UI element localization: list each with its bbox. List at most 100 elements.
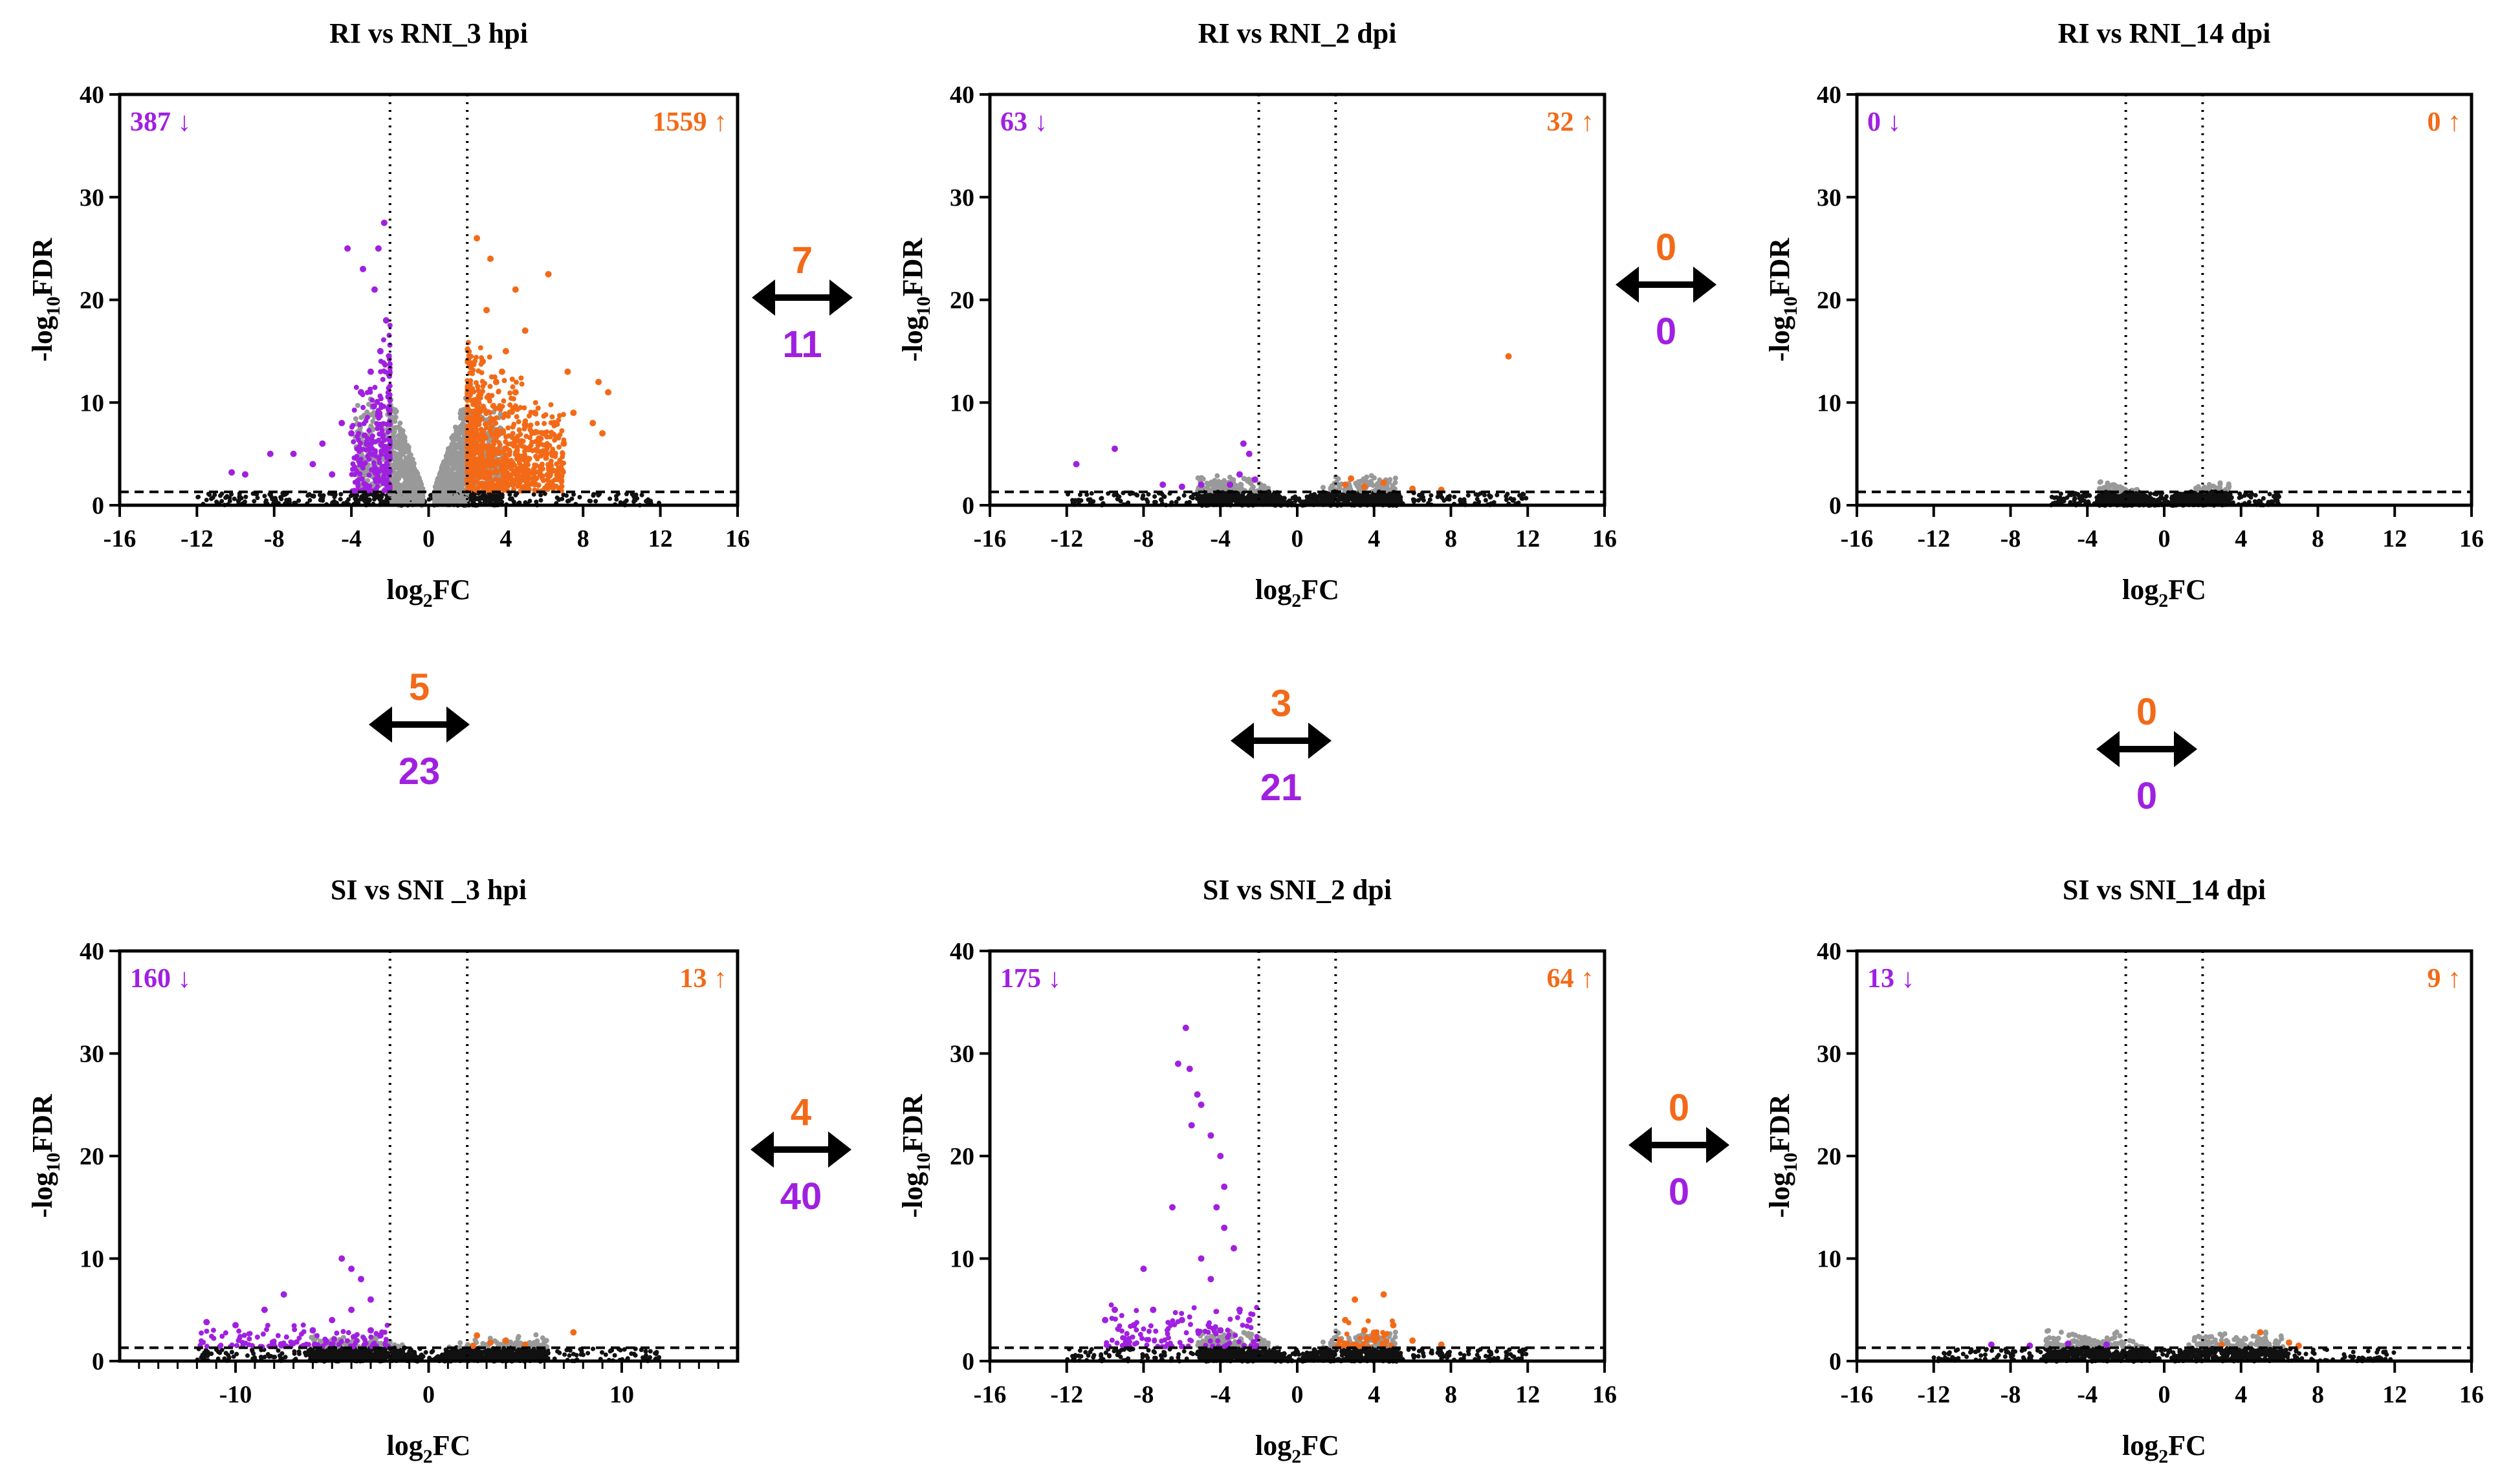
ns-point [395, 458, 400, 464]
down-point [1159, 481, 1167, 488]
up-cloud-point [501, 474, 507, 479]
ns-point [404, 446, 410, 452]
ns-point [618, 500, 623, 505]
down-point [375, 409, 382, 417]
ns-point [1145, 499, 1150, 505]
up-point [498, 368, 505, 375]
ns-point [411, 497, 417, 503]
ns-point [507, 492, 512, 497]
up-cloud-point [557, 432, 563, 438]
up-cloud-point [492, 483, 498, 488]
up-point [564, 368, 571, 375]
ns-point [358, 497, 363, 502]
ns-point [1293, 498, 1298, 503]
up-cloud-point [487, 482, 492, 488]
ns-point [1384, 485, 1390, 491]
up-point [545, 270, 552, 278]
x-label-sub: 2 [423, 590, 433, 611]
ns-point [397, 453, 403, 459]
background-points [1066, 473, 1529, 508]
y-tick-label: 0 [92, 492, 104, 519]
panel-title: RI vs RNI_3 hpi [329, 17, 528, 49]
up-cloud-point [503, 456, 509, 462]
ns-point [426, 497, 432, 502]
down-point [338, 420, 345, 426]
up-cloud-point [560, 451, 565, 457]
ns-point [1159, 497, 1164, 503]
up-cloud-point [501, 430, 507, 436]
ns-point [284, 497, 289, 503]
down-cloud-point [353, 488, 358, 494]
down-cloud-point [382, 466, 388, 472]
down-point [309, 461, 316, 468]
ns-point [483, 496, 488, 501]
up-cloud-point [474, 422, 480, 428]
ns-point [591, 492, 597, 497]
down-cloud-point [349, 466, 355, 472]
ns-point [219, 491, 225, 496]
down-cloud-point [369, 397, 375, 403]
up-cloud-point [552, 452, 558, 458]
ns-point [1356, 497, 1361, 502]
ns-point [441, 481, 447, 486]
down-cloud-point [356, 459, 362, 464]
x-tick-label: 8 [577, 525, 589, 552]
down-cloud-point [374, 466, 380, 472]
up-cloud-point [532, 400, 538, 406]
up-point [487, 256, 494, 262]
down-point [1178, 483, 1185, 490]
x-tick-label: 16 [725, 525, 750, 552]
down-cloud-point [363, 447, 369, 453]
down-cloud-point [387, 322, 393, 328]
up-cloud-point [518, 453, 524, 459]
ns-point [1458, 498, 1463, 503]
up-cloud-point [558, 484, 564, 490]
ns-point [1174, 499, 1179, 505]
ns-point [214, 499, 219, 505]
down-point [1245, 450, 1253, 457]
ns-point [400, 431, 406, 437]
ns-point [1240, 494, 1245, 499]
ns-point [561, 492, 566, 497]
ns-point [2237, 491, 2242, 496]
up-cloud-point [473, 467, 479, 473]
ns-point [296, 498, 302, 503]
up-cloud-point [505, 441, 511, 447]
down-cloud-point [361, 433, 367, 439]
ns-point [237, 494, 242, 499]
up-cloud-point [465, 453, 471, 459]
down-point [382, 317, 389, 324]
ns-point [1321, 496, 1326, 501]
down-cloud-point [386, 353, 392, 359]
ns-point [453, 483, 459, 489]
up-cloud-point [547, 484, 553, 490]
up-point [570, 409, 577, 417]
ns-point [1320, 485, 1326, 490]
ns-point [391, 409, 397, 415]
ns-point [1364, 474, 1370, 480]
ns-point [1140, 496, 1145, 501]
ns-point [364, 409, 370, 415]
ns-point [252, 499, 257, 504]
ns-point [223, 495, 228, 500]
up-cloud-point [470, 422, 476, 428]
up-cloud-point [510, 396, 516, 402]
ns-point [1452, 494, 1457, 499]
up-cloud-point [485, 409, 491, 415]
ns-point [538, 492, 543, 497]
ns-point [480, 494, 485, 499]
ns-point [393, 476, 399, 482]
ns-point [2211, 483, 2217, 489]
up-cloud-point [543, 451, 549, 457]
ns-point [1231, 477, 1236, 483]
up-cloud-point [487, 384, 493, 389]
ns-point [2133, 491, 2138, 496]
down-cloud-point [360, 404, 366, 410]
ns-point [1444, 496, 1449, 501]
ns-point [396, 439, 402, 444]
ns-point [358, 415, 364, 420]
ns-point [1099, 496, 1104, 501]
ns-point [1495, 492, 1500, 497]
ns-point [318, 496, 323, 501]
up-cloud-point [501, 378, 507, 384]
